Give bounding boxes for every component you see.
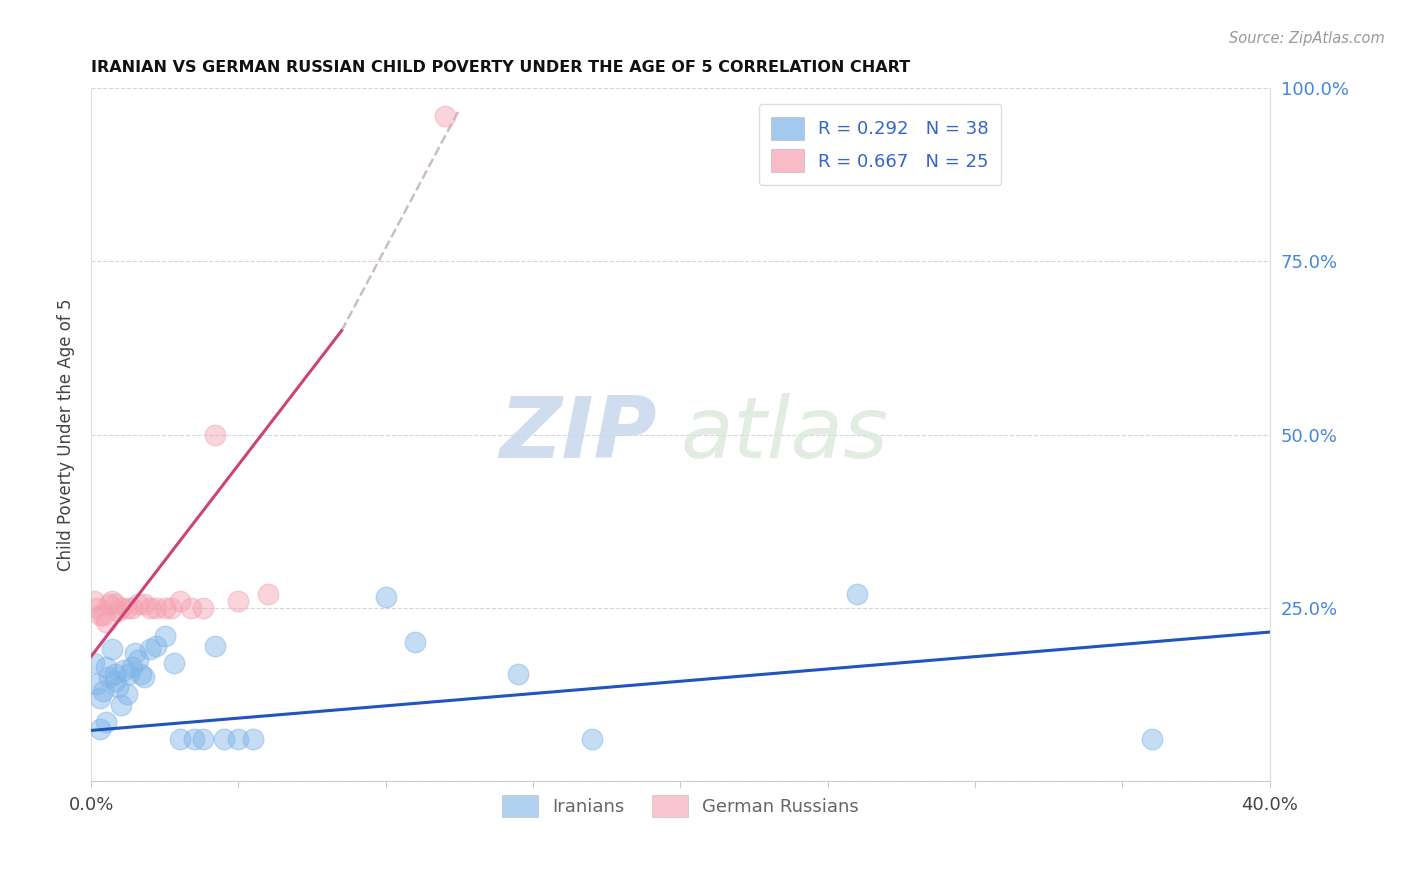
Point <box>204 427 226 442</box>
Point <box>89 722 111 736</box>
Point <box>110 600 132 615</box>
Point <box>134 598 156 612</box>
Point <box>433 109 456 123</box>
Point <box>124 646 146 660</box>
Point <box>94 659 117 673</box>
Point <box>139 642 162 657</box>
Point <box>257 587 280 601</box>
Point <box>97 670 120 684</box>
Point <box>100 642 122 657</box>
Point <box>115 600 138 615</box>
Point <box>404 635 426 649</box>
Y-axis label: Child Poverty Under the Age of 5: Child Poverty Under the Age of 5 <box>58 299 75 571</box>
Point <box>169 594 191 608</box>
Point <box>374 591 396 605</box>
Point <box>153 600 176 615</box>
Point <box>159 600 181 615</box>
Text: ZIP: ZIP <box>499 393 657 476</box>
Point <box>94 715 117 730</box>
Point <box>115 687 138 701</box>
Point <box>89 690 111 705</box>
Text: atlas: atlas <box>681 393 889 476</box>
Legend: Iranians, German Russians: Iranians, German Russians <box>495 788 866 824</box>
Point <box>94 615 117 629</box>
Point <box>89 607 111 622</box>
Point <box>91 607 114 622</box>
Point <box>139 600 162 615</box>
Point <box>228 594 250 608</box>
Point <box>100 594 122 608</box>
Point <box>86 677 108 691</box>
Point <box>145 639 167 653</box>
Point <box>104 598 127 612</box>
Point <box>581 732 603 747</box>
Text: Source: ZipAtlas.com: Source: ZipAtlas.com <box>1229 31 1385 46</box>
Point <box>183 732 205 747</box>
Point <box>121 600 143 615</box>
Text: IRANIAN VS GERMAN RUSSIAN CHILD POVERTY UNDER THE AGE OF 5 CORRELATION CHART: IRANIAN VS GERMAN RUSSIAN CHILD POVERTY … <box>91 60 910 75</box>
Point <box>97 598 120 612</box>
Point <box>107 604 129 618</box>
Point <box>1140 732 1163 747</box>
Point <box>191 600 214 615</box>
Point <box>191 732 214 747</box>
Point <box>228 732 250 747</box>
Point <box>83 657 105 671</box>
Point <box>104 666 127 681</box>
Point <box>107 681 129 695</box>
Point <box>112 663 135 677</box>
Point <box>204 639 226 653</box>
Point <box>86 600 108 615</box>
Point <box>212 732 235 747</box>
Point <box>180 600 202 615</box>
Point <box>846 587 869 601</box>
Point <box>129 666 152 681</box>
Point <box>91 684 114 698</box>
Point <box>121 659 143 673</box>
Point <box>153 628 176 642</box>
Point <box>83 594 105 608</box>
Point <box>145 600 167 615</box>
Point <box>118 666 141 681</box>
Point <box>134 670 156 684</box>
Point <box>242 732 264 747</box>
Point <box>163 657 186 671</box>
Point <box>169 732 191 747</box>
Point <box>110 698 132 712</box>
Point <box>104 673 127 688</box>
Point <box>127 653 149 667</box>
Point <box>508 666 530 681</box>
Point <box>127 598 149 612</box>
